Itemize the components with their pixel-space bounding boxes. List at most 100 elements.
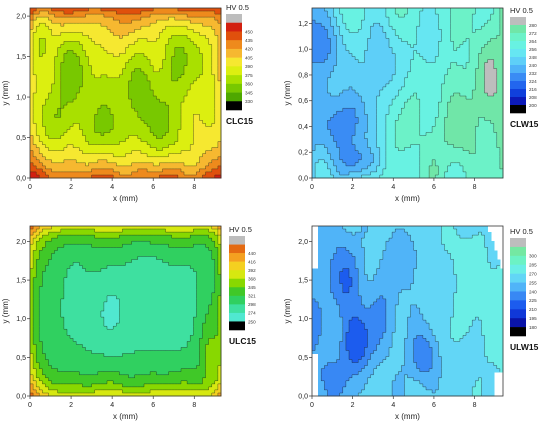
heatmap-cell bbox=[110, 29, 114, 33]
heatmap-cell bbox=[36, 20, 40, 24]
heatmap-cell bbox=[125, 44, 130, 49]
heatmap-cell bbox=[134, 35, 139, 39]
heatmap-cell bbox=[199, 56, 204, 61]
heatmap-cell bbox=[116, 29, 120, 33]
heatmap-cell bbox=[174, 62, 179, 67]
heatmap-cell bbox=[45, 35, 50, 39]
heatmap-cell bbox=[165, 71, 170, 76]
heatmap-cell bbox=[42, 68, 46, 73]
heatmap-cell bbox=[217, 17, 222, 21]
heatmap-cell bbox=[196, 29, 201, 33]
heatmap-cell bbox=[60, 26, 65, 30]
heatmap-cell bbox=[100, 41, 105, 46]
heatmap-cell bbox=[60, 53, 65, 58]
heatmap-cell bbox=[57, 62, 62, 67]
heatmap-cell bbox=[131, 53, 136, 58]
heatmap-cell bbox=[79, 14, 83, 18]
heatmap-cell bbox=[165, 26, 170, 30]
heatmap-cell bbox=[156, 8, 160, 12]
heatmap-cell bbox=[51, 50, 56, 55]
heatmap-cell bbox=[33, 8, 37, 12]
heatmap-cell bbox=[131, 32, 136, 36]
heatmap-cell bbox=[73, 8, 77, 12]
heatmap-cell bbox=[39, 77, 43, 82]
heatmap-cell bbox=[54, 35, 59, 39]
heatmap-cell bbox=[54, 8, 59, 12]
heatmap-cell bbox=[205, 68, 210, 73]
heatmap-cell bbox=[110, 77, 114, 82]
heatmap-cell bbox=[63, 74, 68, 79]
heatmap-cell bbox=[199, 14, 204, 18]
heatmap-cell bbox=[110, 20, 114, 24]
heatmap-cell bbox=[30, 23, 34, 27]
colorbar-swatch bbox=[226, 92, 242, 102]
heatmap-cell bbox=[156, 17, 160, 21]
heatmap-cell bbox=[171, 32, 176, 36]
heatmap-cell bbox=[42, 56, 46, 61]
heatmap-cell bbox=[33, 53, 37, 58]
heatmap-cell bbox=[94, 77, 99, 82]
heatmap-cell bbox=[100, 50, 105, 55]
heatmap-cell bbox=[76, 29, 80, 33]
heatmap-cell bbox=[100, 38, 105, 42]
heatmap-cell bbox=[196, 68, 201, 73]
heatmap-cell bbox=[208, 71, 213, 76]
heatmap-cell bbox=[100, 20, 105, 24]
heatmap-cell bbox=[48, 29, 53, 33]
heatmap-cell bbox=[208, 62, 213, 67]
heatmap-cell bbox=[42, 41, 46, 46]
heatmap-cell bbox=[199, 35, 204, 39]
heatmap-cell bbox=[184, 29, 188, 33]
heatmap-cell bbox=[193, 32, 197, 36]
heatmap-cell bbox=[73, 35, 77, 39]
heatmap-cell bbox=[45, 17, 50, 21]
heatmap-cell bbox=[122, 47, 127, 52]
heatmap-cell bbox=[33, 29, 37, 33]
heatmap-cell bbox=[103, 50, 108, 55]
heatmap-cell bbox=[60, 59, 65, 64]
heatmap-cell bbox=[97, 41, 102, 46]
heatmap-cell bbox=[45, 26, 50, 30]
heatmap-cell bbox=[85, 35, 90, 39]
heatmap-cell bbox=[193, 65, 197, 70]
heatmap-cell bbox=[156, 41, 160, 46]
heatmap-cell bbox=[70, 8, 74, 12]
heatmap-cell bbox=[128, 62, 133, 67]
heatmap-cell bbox=[177, 77, 182, 82]
heatmap-cell bbox=[110, 44, 114, 49]
heatmap-cell bbox=[73, 53, 77, 58]
heatmap-cell bbox=[66, 29, 71, 33]
heatmap-cell bbox=[202, 35, 207, 39]
heatmap-cell bbox=[63, 11, 68, 15]
heatmap-cell bbox=[177, 62, 182, 67]
heatmap-cell bbox=[48, 38, 53, 42]
heatmap-cell bbox=[171, 41, 176, 46]
heatmap-cell bbox=[60, 77, 65, 82]
heatmap-cell bbox=[171, 38, 176, 42]
heatmap-cell bbox=[39, 8, 43, 12]
heatmap-cell bbox=[199, 50, 204, 55]
heatmap-cell bbox=[103, 17, 108, 21]
heatmap-cell bbox=[42, 8, 46, 12]
colorbar-level-label: 375 bbox=[245, 73, 253, 78]
heatmap-cell bbox=[54, 65, 59, 70]
heatmap-cell bbox=[134, 32, 139, 36]
heatmap-cell bbox=[205, 44, 210, 49]
heatmap-cell bbox=[162, 29, 167, 33]
heatmap-cell bbox=[63, 8, 68, 12]
heatmap-cell bbox=[122, 56, 127, 61]
heatmap-cell bbox=[208, 20, 213, 24]
heatmap-cell bbox=[168, 47, 173, 52]
heatmap-cell bbox=[51, 59, 56, 64]
heatmap-cell bbox=[94, 17, 99, 21]
heatmap-cell bbox=[100, 53, 105, 58]
heatmap-cell bbox=[63, 20, 68, 24]
heatmap-cell bbox=[217, 56, 222, 61]
colorbar-title: HV 0.5 bbox=[226, 3, 249, 12]
heatmap-cell bbox=[147, 59, 151, 64]
heatmap-cell bbox=[125, 74, 130, 79]
heatmap-cell bbox=[107, 62, 111, 67]
heatmap-cell bbox=[165, 23, 170, 27]
heatmap-cell bbox=[171, 77, 176, 82]
heatmap-cell bbox=[180, 62, 185, 67]
